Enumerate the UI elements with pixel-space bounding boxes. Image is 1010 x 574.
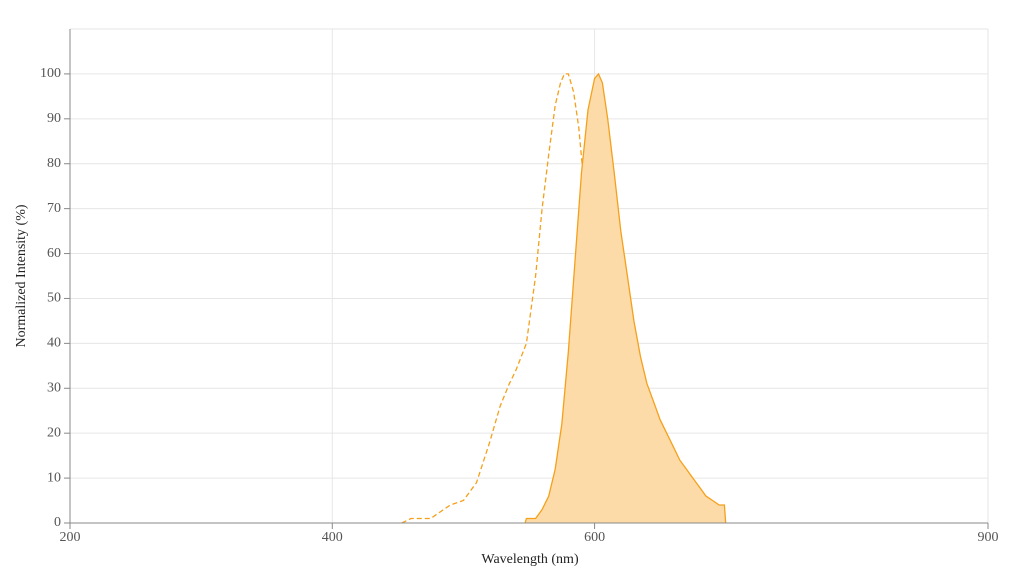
y-tick-label: 60 (47, 246, 61, 261)
x-tick-label: 600 (584, 530, 605, 545)
x-tick-label: 200 (60, 530, 81, 545)
x-tick-label: 400 (322, 530, 343, 545)
y-tick-label: 70 (47, 201, 61, 216)
y-tick-label: 40 (47, 336, 61, 351)
y-tick-label: 90 (47, 111, 61, 126)
area (525, 73, 726, 524)
y-tick-label: 80 (47, 156, 61, 171)
y-tick-label: 10 (47, 470, 61, 485)
line (524, 72, 727, 524)
x-tick-label: 900 (978, 530, 999, 545)
y-tick-label: 0 (54, 515, 61, 530)
y-tick-label: 30 (47, 380, 61, 395)
y-tick-label: 50 (47, 291, 61, 306)
y-tick-label: 100 (40, 66, 61, 81)
line (401, 73, 613, 524)
y-axis-label: Normalized Intensity (%) (14, 204, 29, 347)
x-axis-label: Wavelength (nm) (481, 552, 579, 567)
y-tick-label: 20 (47, 425, 61, 440)
